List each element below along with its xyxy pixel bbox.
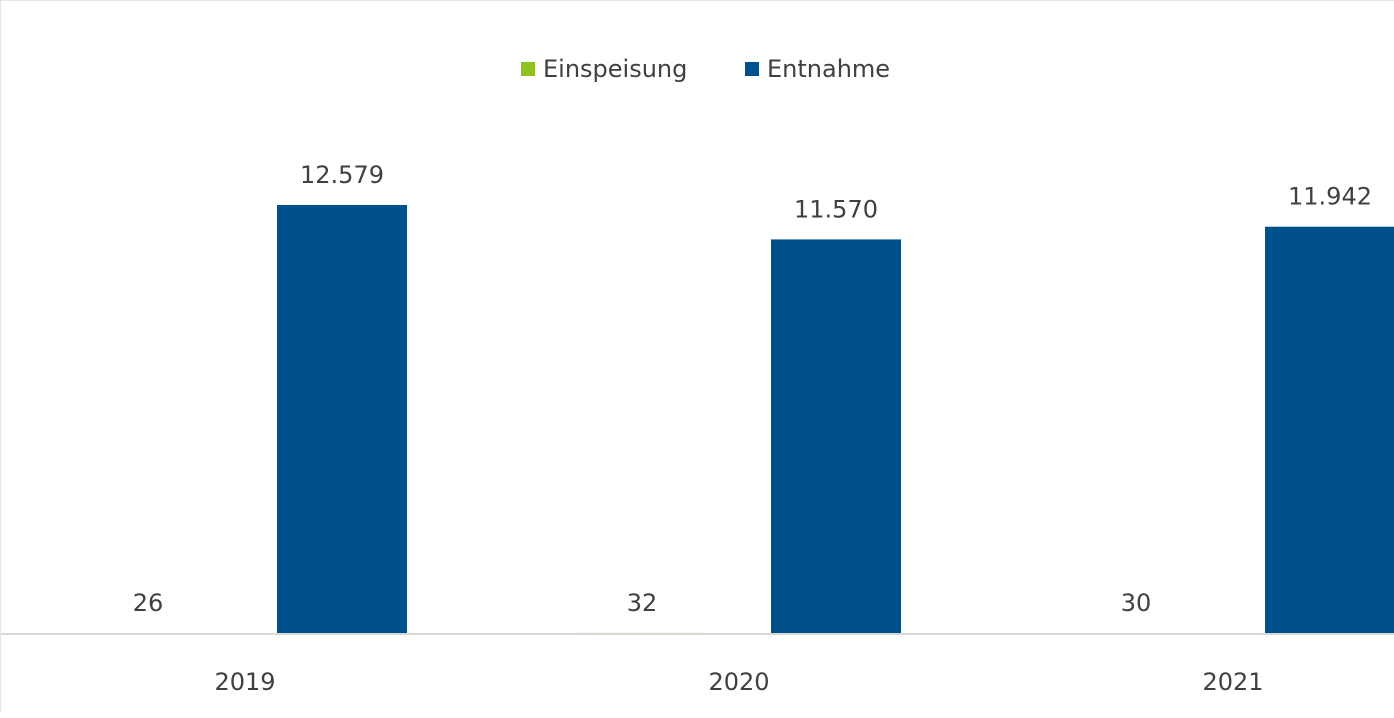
- bars: [83, 204, 1394, 635]
- bar-entnahme-2020: [771, 239, 901, 634]
- x-axis-tick-labels: 2019 2020 2021: [214, 668, 1263, 696]
- legend-label-einspeisung: Einspeisung: [543, 55, 687, 83]
- legend: Einspeisung Entnahme: [521, 55, 890, 83]
- legend-label-entnahme: Entnahme: [767, 55, 890, 83]
- data-label-entnahme-2019: 12.579: [300, 161, 384, 189]
- data-label-entnahme-2020: 11.570: [794, 195, 878, 223]
- data-label-einspeisung-2019: 26: [133, 589, 164, 617]
- x-tick-label-2019: 2019: [214, 668, 275, 696]
- data-labels: 26 12.579 32 11.570 30 11.942: [133, 161, 1372, 617]
- data-label-einspeisung-2020: 32: [627, 589, 658, 617]
- bar-entnahme-2021: [1265, 226, 1394, 634]
- legend-swatch-einspeisung: [521, 62, 535, 76]
- x-tick-label-2021: 2021: [1202, 668, 1263, 696]
- legend-swatch-entnahme: [745, 62, 759, 76]
- x-tick-label-2020: 2020: [708, 668, 769, 696]
- data-label-entnahme-2021: 11.942: [1288, 183, 1372, 211]
- bar-entnahme-2019: [277, 204, 407, 635]
- data-label-einspeisung-2021: 30: [1121, 589, 1152, 617]
